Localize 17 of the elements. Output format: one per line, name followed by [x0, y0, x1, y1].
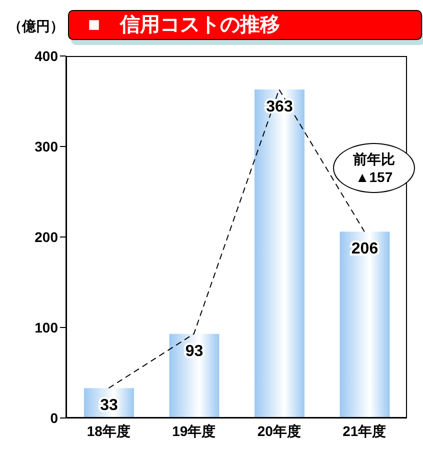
- bar: [340, 232, 390, 418]
- x-tick-label: 18年度: [86, 422, 130, 439]
- data-label: 33: [100, 397, 118, 414]
- annotation: 前年比 ▲157: [353, 150, 395, 186]
- x-tick-label: 19年度: [172, 422, 216, 439]
- y-tick-label: 400: [34, 48, 58, 64]
- x-tick-label: 21年度: [342, 422, 386, 439]
- data-label: 93: [185, 342, 204, 360]
- y-axis-title: （億円）: [8, 18, 64, 36]
- bar: [169, 334, 220, 418]
- x-tick-label: 20年度: [257, 422, 301, 439]
- y-tick-label: 100: [34, 319, 58, 336]
- data-label: 206: [351, 240, 378, 258]
- y-tick-label: 0: [50, 410, 58, 426]
- y-tick-label: 200: [34, 228, 58, 245]
- bar: [254, 89, 304, 418]
- y-tick-label: 300: [34, 138, 58, 154]
